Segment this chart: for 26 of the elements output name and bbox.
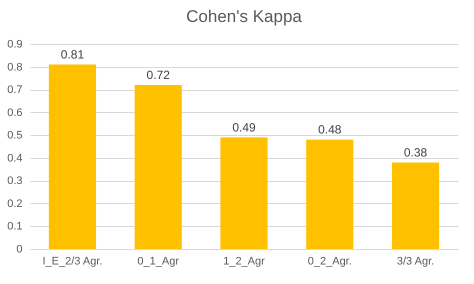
y-tick-label: 0.4 (7, 152, 22, 164)
data-label: 0.81 (60, 48, 84, 62)
data-label: 0.48 (318, 122, 342, 137)
y-tick-label: 0.7 (7, 84, 22, 96)
y-tick-label: 0.5 (7, 130, 22, 142)
y-tick-label: 0.8 (7, 61, 22, 74)
bar (392, 162, 440, 249)
x-tick-label: 3/3 Agr. (396, 256, 434, 268)
y-tick-label: 0.2 (7, 198, 22, 210)
y-tick-label: 0.9 (7, 38, 22, 50)
x-tick-label: 0_1_Agr (137, 256, 180, 268)
y-tick-label: 0.6 (7, 106, 22, 119)
x-tick-label: 0_2_Agr. (308, 256, 352, 268)
y-tick-label: 0.1 (7, 220, 22, 233)
chart-title: Cohen's Kappa (186, 7, 302, 26)
bar (220, 137, 268, 249)
y-tick-label: 0.3 (7, 175, 22, 188)
x-tick-label: I_E_2/3 Agr. (42, 256, 102, 268)
x-tick-label: 1_2_Agr (223, 256, 266, 268)
bar (48, 64, 96, 249)
bar (134, 85, 182, 249)
data-label: 0.72 (146, 68, 170, 82)
y-tick-label: 0 (16, 244, 22, 256)
bar (306, 140, 354, 249)
data-label: 0.38 (404, 145, 428, 160)
data-label: 0.49 (232, 120, 256, 134)
